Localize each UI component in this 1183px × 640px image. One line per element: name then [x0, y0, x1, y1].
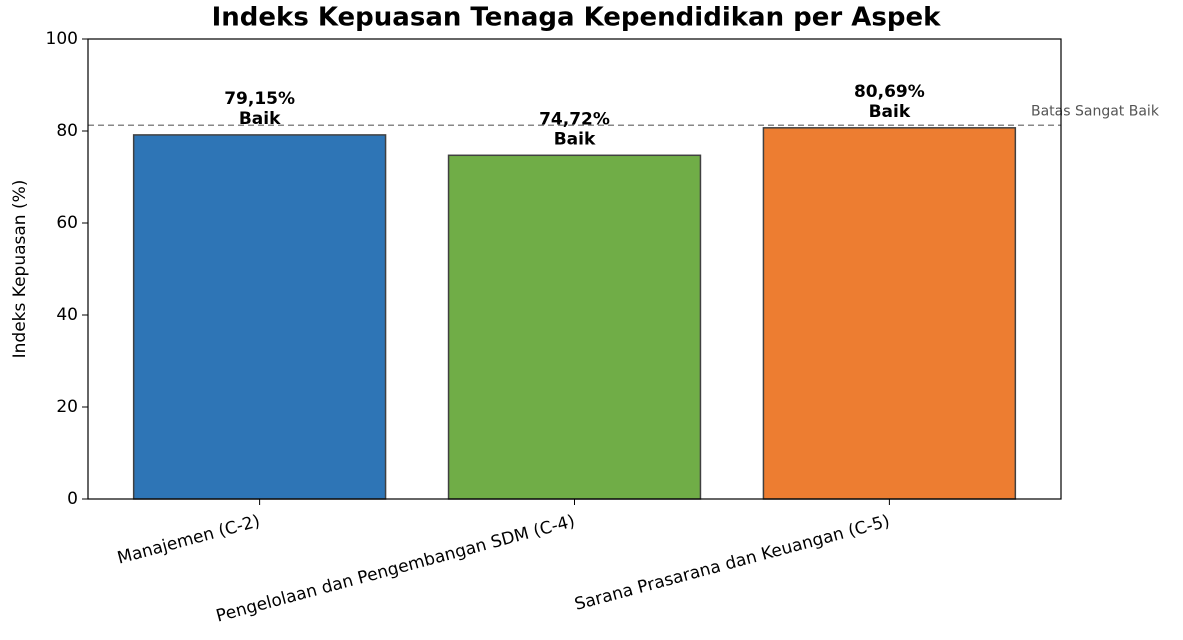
bar — [447, 154, 702, 500]
x-tick-label: Sarana Prasarana dan Keuangan (C-5) — [572, 511, 892, 615]
status-label: Baik — [869, 102, 911, 122]
status-label: Baik — [239, 109, 281, 129]
chart-title: Indeks Kepuasan Tenaga Kependidikan per … — [212, 3, 941, 33]
reference-label: Batas Sangat Baik — [1031, 103, 1160, 119]
y-tick-label: 60 — [56, 213, 78, 233]
value-label: 79,15% — [224, 89, 295, 109]
x-tick-label: Manajemen (C-2) — [115, 511, 262, 568]
y-tick-label: 100 — [46, 29, 78, 49]
status-label: Baik — [554, 129, 596, 149]
y-axis-label: Indeks Kepuasan (%) — [10, 180, 30, 359]
y-tick-label: 80 — [56, 121, 78, 141]
y-tick-label: 40 — [56, 305, 78, 325]
y-tick-label: 0 — [67, 489, 78, 509]
value-label: 74,72% — [539, 109, 610, 129]
y-tick-label: 20 — [56, 397, 78, 417]
plot-frame — [87, 38, 1062, 500]
bar — [762, 127, 1017, 500]
x-tick-label: Pengelolaan dan Pengembangan SDM (C-4) — [214, 511, 577, 626]
bar — [132, 134, 387, 500]
value-label: 80,69% — [854, 82, 925, 102]
